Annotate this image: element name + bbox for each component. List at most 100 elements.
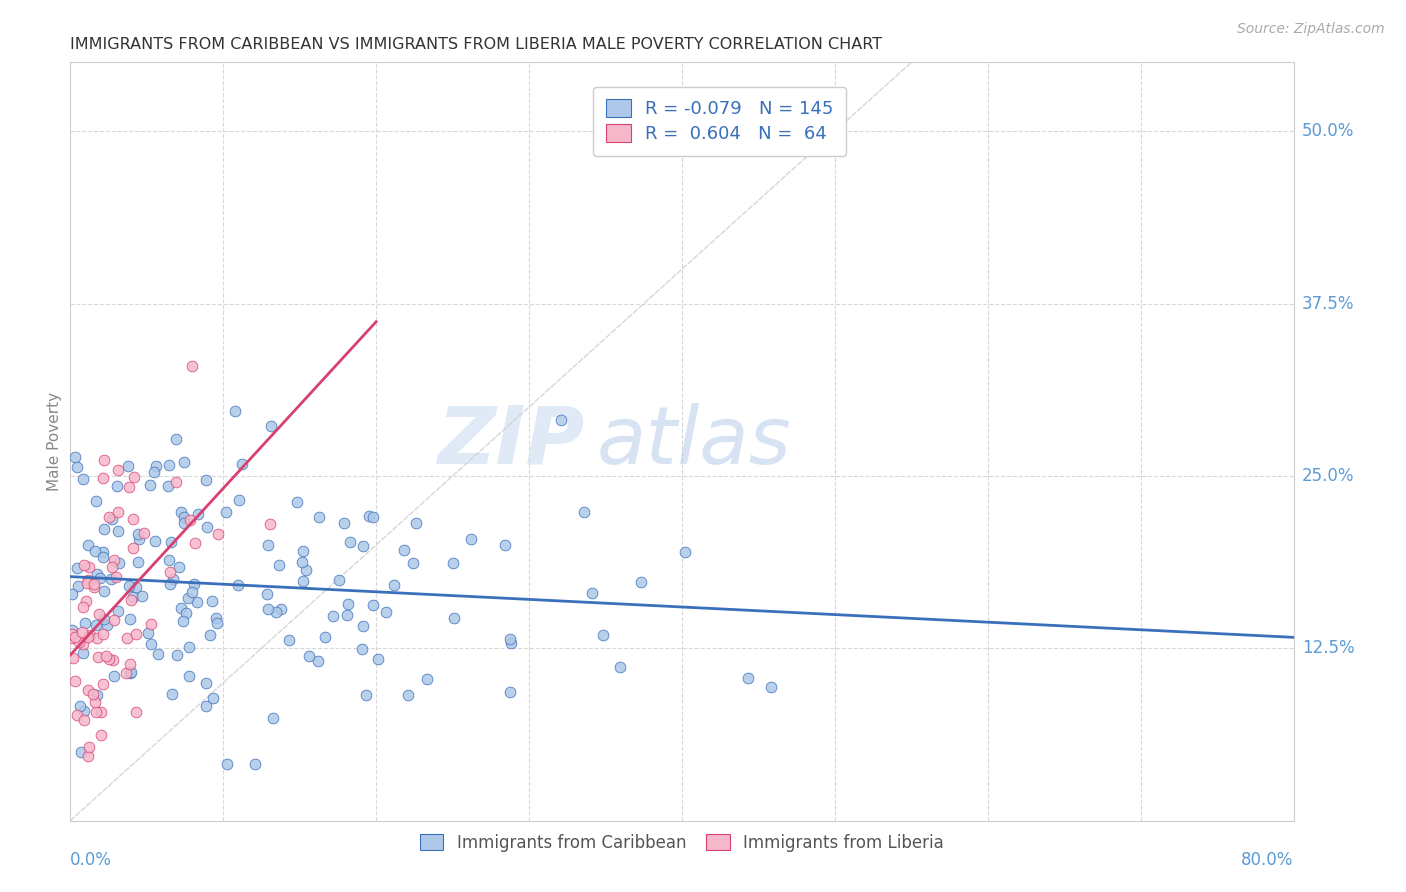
Point: [60, 627, 83, 641]
Point: [90, 728, 112, 742]
Point: [205, 611, 228, 625]
Point: [270, 601, 292, 615]
Point: [62, 650, 84, 665]
Point: [101, 560, 124, 574]
Point: [402, 556, 425, 570]
Point: [77, 630, 100, 644]
Point: [186, 595, 208, 609]
Point: [145, 458, 167, 473]
Text: 80.0%: 80.0%: [1241, 851, 1294, 869]
Point: [361, 598, 384, 612]
Point: [499, 685, 522, 699]
Point: [91, 626, 114, 640]
Point: [104, 569, 127, 583]
Point: [256, 587, 278, 601]
Point: [181, 585, 204, 599]
Point: [76, 573, 98, 587]
Point: [127, 527, 149, 541]
Point: [256, 538, 278, 552]
Point: [375, 605, 398, 619]
Point: [169, 560, 191, 574]
Point: [108, 557, 131, 571]
Point: [148, 647, 170, 661]
Point: [322, 609, 344, 624]
Point: [127, 555, 149, 569]
Point: [259, 516, 281, 531]
Point: [307, 654, 329, 668]
Point: [118, 612, 141, 626]
Point: [143, 533, 166, 548]
Point: [87, 650, 110, 665]
Point: [107, 524, 129, 538]
Point: [207, 527, 229, 541]
Point: [494, 538, 516, 552]
Point: [228, 577, 250, 591]
Point: [174, 606, 197, 620]
Point: [337, 597, 360, 611]
Point: [159, 577, 181, 591]
Point: [157, 458, 180, 472]
Point: [176, 591, 198, 605]
Point: [76, 682, 98, 697]
Point: [441, 556, 464, 570]
Point: [86, 617, 108, 632]
Point: [93, 584, 115, 599]
Point: [63, 674, 86, 689]
Point: [101, 512, 124, 526]
Point: [86, 567, 108, 582]
Point: [79, 628, 101, 642]
Text: ZIP: ZIP: [437, 402, 583, 481]
Point: [160, 534, 183, 549]
Point: [122, 470, 145, 484]
Point: [115, 631, 138, 645]
Point: [314, 630, 336, 644]
Point: [298, 649, 321, 664]
Point: [339, 534, 361, 549]
Point: [173, 455, 195, 469]
Point: [69, 698, 91, 713]
Point: [266, 605, 288, 619]
Point: [267, 558, 290, 572]
Point: [195, 675, 218, 690]
Point: [139, 478, 162, 492]
Point: [217, 757, 239, 772]
Point: [141, 616, 163, 631]
Point: [77, 538, 100, 552]
Point: [65, 460, 87, 475]
Point: [107, 505, 129, 519]
Point: [118, 665, 141, 680]
Point: [592, 628, 614, 642]
Point: [361, 510, 384, 524]
Point: [128, 532, 150, 546]
Point: [260, 418, 283, 433]
Point: [231, 457, 253, 471]
Point: [86, 688, 108, 702]
Point: [101, 652, 124, 666]
Point: [89, 571, 111, 585]
Text: 37.5%: 37.5%: [1302, 294, 1354, 313]
Point: [118, 579, 141, 593]
Point: [84, 544, 107, 558]
Point: [201, 594, 224, 608]
Point: [60, 631, 83, 645]
Point: [121, 541, 143, 555]
Point: [295, 563, 318, 577]
Point: [73, 713, 96, 727]
Point: [157, 552, 180, 566]
Point: [357, 508, 380, 523]
Point: [75, 594, 97, 608]
Point: [759, 680, 782, 694]
Point: [184, 536, 207, 550]
Point: [166, 648, 188, 662]
Point: [336, 607, 359, 622]
Point: [100, 572, 122, 586]
Text: IMMIGRANTS FROM CARIBBEAN VS IMMIGRANTS FROM LIBERIA MALE POVERTY CORRELATION CH: IMMIGRANTS FROM CARIBBEAN VS IMMIGRANTS …: [70, 37, 883, 52]
Point: [118, 480, 141, 494]
Point: [72, 472, 94, 486]
Point: [179, 668, 201, 682]
Point: [103, 613, 125, 627]
Point: [501, 635, 523, 649]
Point: [141, 637, 163, 651]
Point: [737, 671, 759, 685]
Point: [97, 510, 120, 524]
